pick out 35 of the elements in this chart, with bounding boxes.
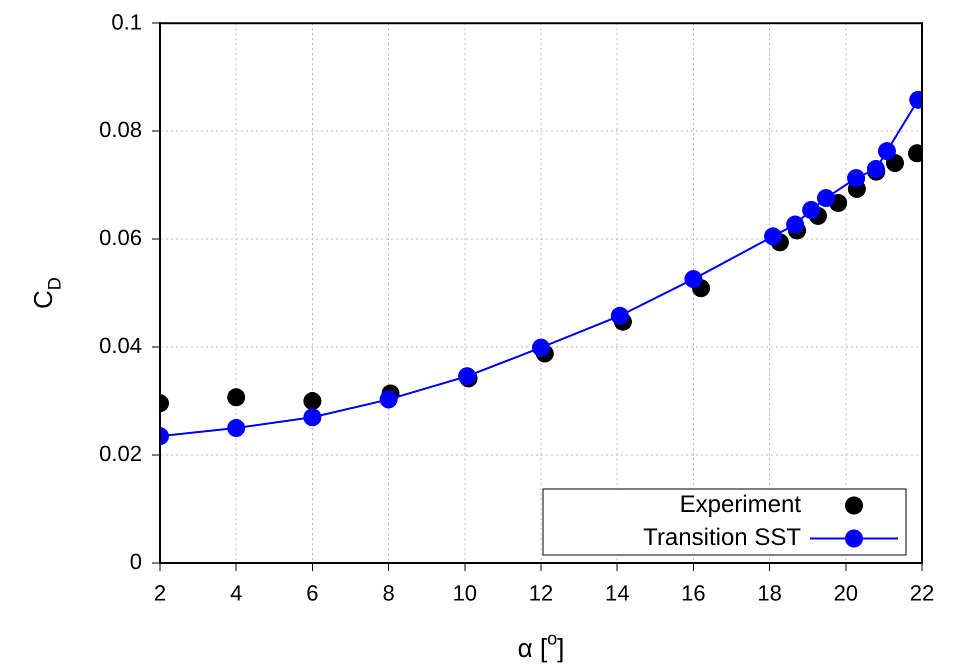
- point: [303, 408, 322, 426]
- y-tick-label: 0.1: [111, 9, 142, 34]
- x-tick-label: 10: [452, 580, 478, 606]
- point: [847, 169, 866, 188]
- point: [532, 338, 550, 357]
- point: [786, 216, 804, 234]
- point: [802, 200, 820, 219]
- x-tick-label: 12: [528, 580, 554, 606]
- y-tick-label: 0: [130, 549, 142, 574]
- point: [764, 227, 782, 246]
- point: [878, 142, 896, 160]
- point: [816, 189, 835, 208]
- point: [684, 270, 702, 288]
- x-tick-label: 16: [681, 580, 706, 606]
- x-tick-label: 18: [757, 580, 782, 606]
- y-tick-label: 0.08: [99, 117, 142, 142]
- point: [303, 392, 322, 410]
- x-tick-label: 14: [604, 580, 630, 606]
- y-tick-label: 0.04: [99, 333, 142, 358]
- x-tick-label: 4: [230, 580, 242, 606]
- x-tick-label: 8: [382, 580, 395, 606]
- point: [866, 160, 885, 178]
- point: [610, 306, 629, 325]
- legend-label: Transition SST: [643, 524, 802, 552]
- y-tick-label: 0.06: [99, 225, 142, 250]
- x-tick-label: 6: [306, 580, 319, 606]
- x-tick-label: 20: [834, 580, 858, 606]
- point: [227, 388, 246, 406]
- y-tick-label: 0.02: [99, 441, 142, 466]
- legend-label: Experiment: [680, 491, 802, 518]
- x-tick-label: 22: [910, 580, 934, 606]
- point: [380, 390, 398, 408]
- x-tick-label: 2: [154, 580, 166, 606]
- point: [227, 419, 246, 438]
- y-axis-title: CD: [28, 277, 64, 310]
